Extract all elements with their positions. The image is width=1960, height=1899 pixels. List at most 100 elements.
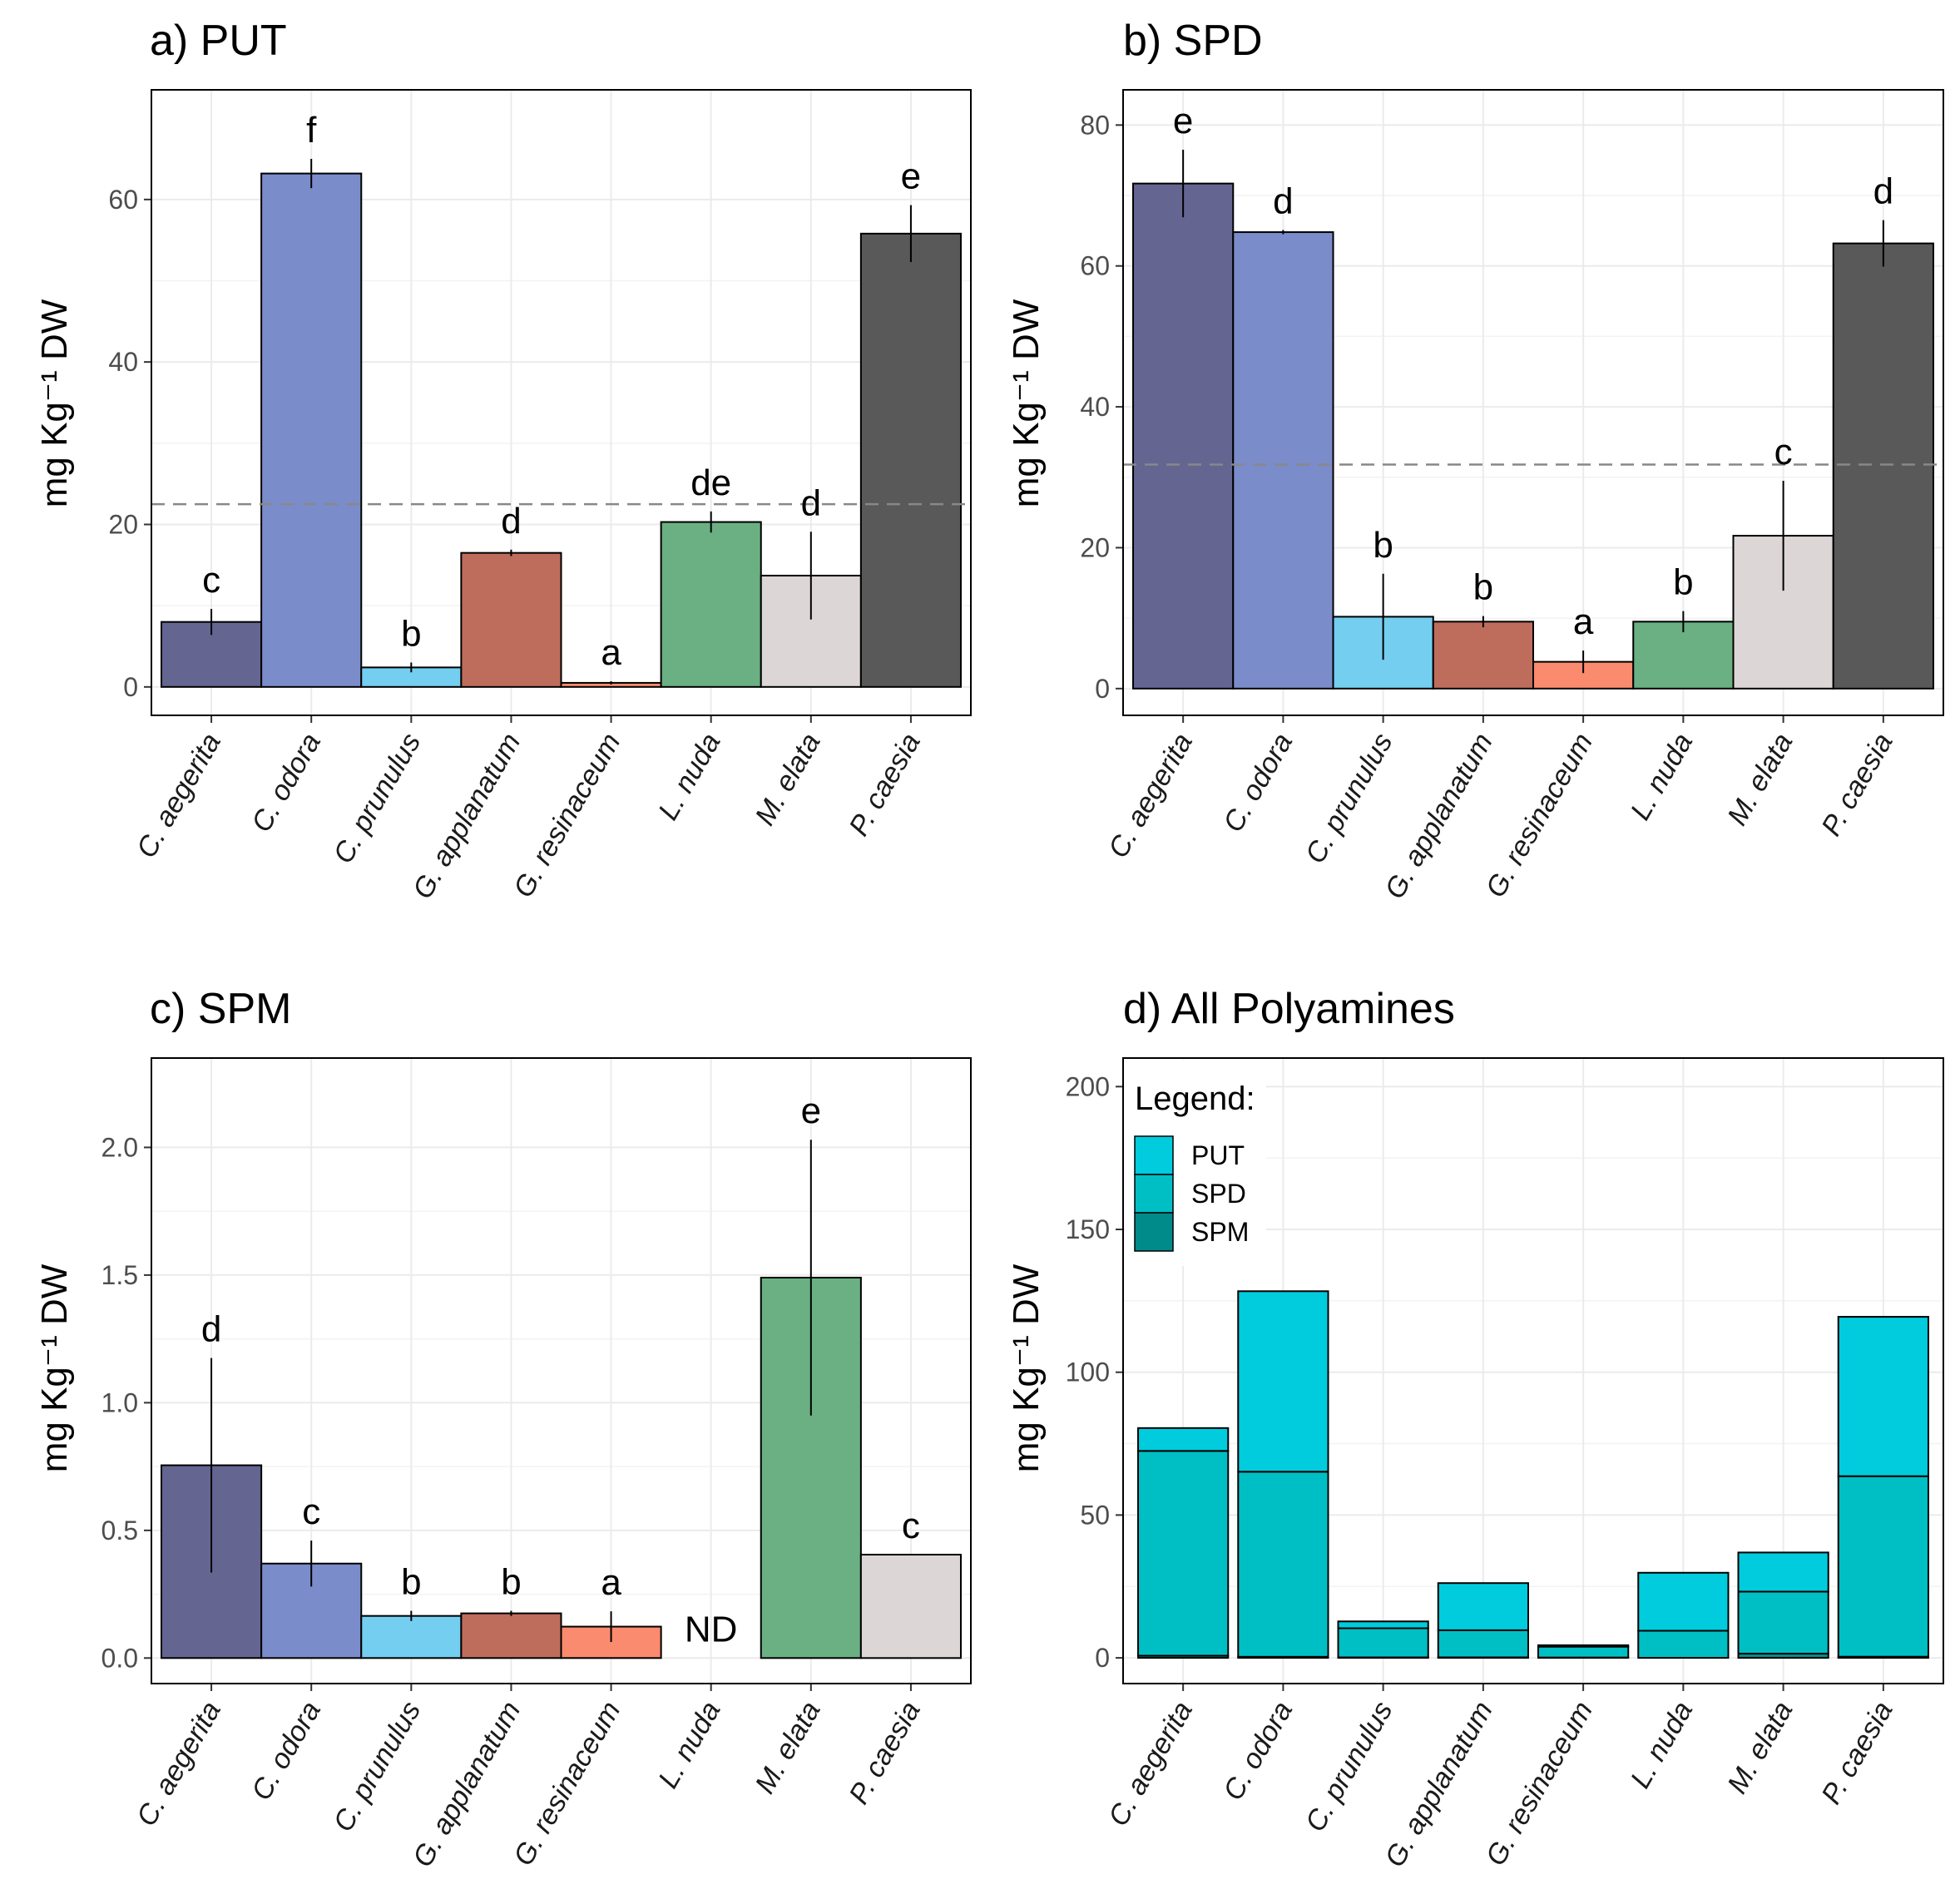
error-bars-put: [210, 159, 912, 685]
stacked-segment-put-p-caesia: [1837, 1316, 1929, 1477]
stacked-segment-put-g-applanatum: [1437, 1582, 1529, 1631]
significance-letter-p-caesia: d: [1873, 171, 1893, 212]
y-tick-label: 0.5: [101, 1516, 138, 1545]
significance-letter-c-odora: c: [302, 1491, 320, 1532]
plot-frame-spm: [151, 1057, 972, 1684]
stacked-bars-all: [1137, 1290, 1929, 1659]
stacked-segment-put-m-elata: [1737, 1551, 1829, 1593]
stacked-segment-put-c-odora: [1237, 1290, 1329, 1473]
stacked-segment-spd-m-elata: [1737, 1590, 1829, 1654]
stacked-segment-put-l-nuda: [1637, 1571, 1730, 1632]
y-tick-label: 0: [1095, 674, 1110, 704]
bars-spd: [1123, 182, 1943, 690]
y-tick-label: 40: [1080, 392, 1110, 422]
stacked-segment-spd-g-applanatum: [1437, 1629, 1529, 1659]
significance-letter-c-prunulus: b: [1373, 525, 1393, 566]
significance-letter-c-aegerita: d: [201, 1309, 221, 1350]
bar-p-caesia: [1832, 242, 1934, 690]
y-tick-label: 60: [1080, 251, 1110, 281]
y-tick-label: 1.0: [101, 1387, 138, 1417]
bar-c-aegerita: [1132, 182, 1235, 690]
significance-letter-g-resinaceum: a: [601, 1562, 621, 1603]
plot-frame-spd: [1122, 89, 1944, 716]
stacked-segment-spd-l-nuda: [1637, 1629, 1730, 1659]
panel-title-all-polyamines: d) All Polyamines: [1123, 985, 1455, 1033]
legend-label-spm: SPM: [1191, 1217, 1249, 1247]
y-ticks-spm: 0.0 0.5 1.0 1.5 2.0: [101, 1132, 151, 1673]
stacked-segment-spd-c-odora: [1237, 1471, 1329, 1658]
bar-p-caesia: [859, 1553, 962, 1659]
significance-letter-g-resinaceum: a: [1573, 601, 1594, 642]
bar-l-nuda: [660, 521, 762, 688]
bar-g-applanatum: [1432, 621, 1535, 690]
y-axis-label-put: mg Kg⁻¹ DW: [34, 299, 75, 507]
y-tick-label: 60: [108, 185, 138, 215]
significance-letter-m-elata: d: [801, 482, 821, 523]
bar-p-caesia: [859, 232, 962, 688]
y-axis-label-all: mg Kg⁻¹ DW: [1006, 1264, 1047, 1472]
bar-c-odora: [260, 172, 363, 688]
legend-key-spm: [1134, 1212, 1174, 1252]
significance-letter-m-elata: e: [801, 1090, 821, 1131]
significance-letter-g-resinaceum: a: [601, 632, 621, 673]
y-ticks-spd: 0 20 40 60 80: [1080, 110, 1123, 704]
y-tick-label: 20: [108, 509, 138, 539]
significance-letter-g-applanatum: b: [1473, 567, 1493, 608]
bar-g-applanatum: [460, 551, 562, 688]
y-tick-label: 80: [1080, 110, 1110, 140]
y-tick-label: 2.0: [101, 1132, 138, 1162]
stacked-segment-put-c-prunulus: [1337, 1620, 1429, 1629]
significance-letter-c-prunulus: b: [401, 614, 421, 655]
significance-letters-spm: d c b b a ND e c: [201, 1090, 920, 1649]
bar-c-odora: [1232, 231, 1334, 690]
significance-letter-g-applanatum: d: [501, 501, 521, 542]
significance-letter-l-nuda: ND: [685, 1609, 738, 1649]
stacked-segment-spd-c-aegerita: [1137, 1450, 1230, 1657]
stacked-segment-put-c-aegerita: [1137, 1427, 1230, 1452]
plot-frame-put: [151, 89, 972, 716]
y-tick-label: 200: [1066, 1071, 1110, 1101]
y-tick-label: 0: [123, 672, 138, 702]
y-tick-label: 50: [1080, 1500, 1110, 1530]
y-tick-label: 20: [1080, 532, 1110, 562]
y-tick-label: 1.5: [101, 1260, 138, 1290]
stacked-segment-spd-c-prunulus: [1337, 1627, 1429, 1659]
y-axis-label-spm: mg Kg⁻¹ DW: [34, 1264, 75, 1472]
legend: Legend: PUT SPD SPM: [1125, 1060, 1266, 1266]
bar-g-applanatum: [460, 1612, 562, 1659]
significance-letter-p-caesia: c: [902, 1506, 920, 1546]
significance-letter-c-aegerita: e: [1173, 101, 1193, 141]
significance-letter-l-nuda: de: [690, 462, 731, 503]
significance-letter-m-elata: c: [1774, 432, 1793, 472]
legend-label-spd: SPD: [1191, 1179, 1246, 1209]
bar-c-prunulus: [360, 1615, 463, 1659]
plot-frame-all: [1122, 1057, 1944, 1684]
significance-letter-c-aegerita: c: [202, 560, 220, 601]
y-tick-label: 40: [108, 347, 138, 377]
bar-m-elata: [1732, 535, 1834, 690]
legend-key-spd: [1134, 1174, 1174, 1214]
significance-letter-c-odora: f: [306, 110, 317, 151]
stacked-segment-spd-g-resinaceum: [1537, 1645, 1630, 1659]
legend-label-put: PUT: [1191, 1140, 1245, 1170]
stacked-segment-put-g-resinaceum: [1537, 1644, 1630, 1648]
error-bars-spm: [210, 1140, 812, 1642]
y-tick-label: 150: [1066, 1214, 1110, 1244]
error-bars-spd: [1182, 149, 1884, 674]
significance-letters-spd: e d b b a b c d: [1173, 101, 1893, 642]
y-axis-label-spd: mg Kg⁻¹ DW: [1006, 299, 1047, 507]
y-ticks-put: 0 20 40 60: [108, 185, 151, 702]
significance-letter-l-nuda: b: [1673, 562, 1693, 603]
panel-title-put: a) PUT: [150, 17, 287, 65]
bar-l-nuda: [1632, 621, 1735, 690]
significance-letter-g-applanatum: b: [501, 1562, 521, 1603]
stacked-segment-spd-p-caesia: [1837, 1475, 1929, 1658]
bars-put: [151, 172, 971, 688]
y-tick-label: 0: [1095, 1643, 1110, 1673]
significance-letter-c-odora: d: [1273, 181, 1293, 222]
significance-letter-c-prunulus: b: [401, 1562, 421, 1603]
y-ticks-all: 0 50 100 150 200: [1066, 1071, 1123, 1673]
panel-title-spm: c) SPM: [150, 985, 291, 1033]
